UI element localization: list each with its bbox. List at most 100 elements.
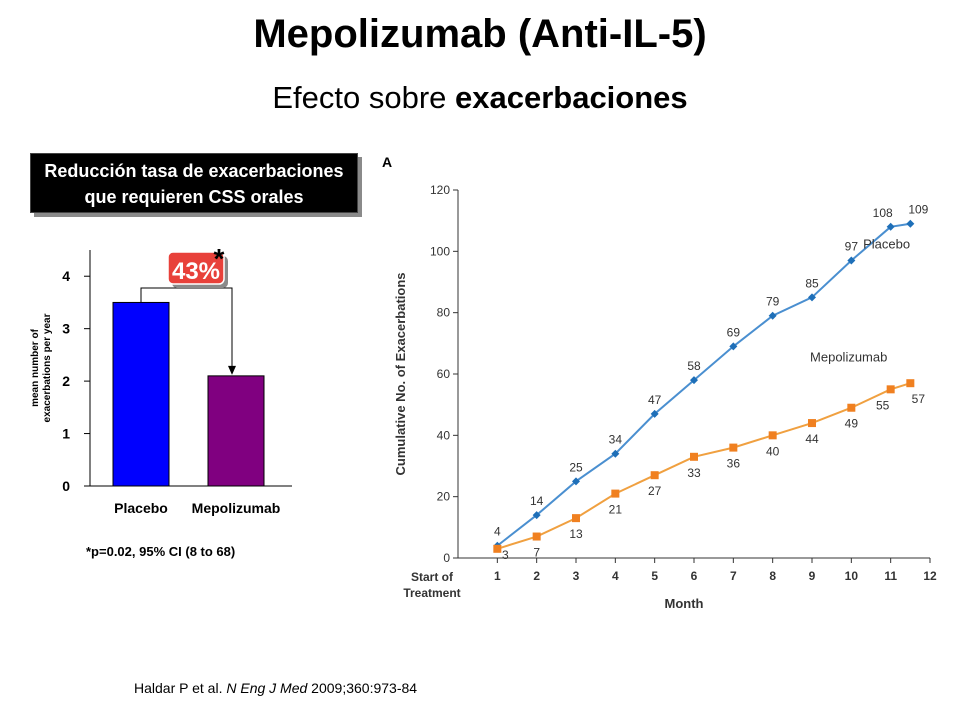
- placebo-point-label: 58: [687, 359, 701, 373]
- line-y-tick-label: 100: [430, 244, 450, 258]
- placebo-point-label: 79: [766, 295, 780, 309]
- placebo-point: [690, 376, 698, 385]
- slide-title: Mepolizumab (Anti-IL-5): [253, 12, 707, 56]
- bracket-arrowhead: [228, 365, 236, 375]
- placebo-point-label: 108: [873, 206, 893, 220]
- mepolizumab-point: [572, 514, 580, 523]
- mepolizumab-point-label: 21: [609, 503, 623, 517]
- line-x-tick-label: 6: [691, 569, 698, 583]
- line-x-tick-label: 2: [533, 569, 540, 583]
- placebo-point: [847, 256, 856, 265]
- reference-citation: Haldar P et al. N Eng J Med 2009;360:973…: [134, 680, 417, 696]
- mepolizumab-point-label: 36: [727, 457, 741, 471]
- bar-y-tick-label: 1: [62, 426, 70, 442]
- placebo-point: [768, 311, 777, 320]
- mepolizumab-point: [886, 385, 895, 394]
- ref-authors: Haldar P et al.: [134, 680, 227, 696]
- bar-y-tick-label: 3: [62, 321, 70, 337]
- slide-subtitle: Efecto sobre exacerbaciones: [0, 80, 960, 116]
- callout-line-1: Reducción tasa de exacerbaciones: [44, 161, 344, 181]
- mepolizumab-point: [847, 403, 856, 412]
- line-x-axis-label: Month: [665, 596, 704, 611]
- bar-y-tick-label: 0: [62, 478, 70, 494]
- subtitle-bold: exacerbaciones: [455, 80, 688, 115]
- panel-label: A: [382, 154, 392, 170]
- mepolizumab-point-label: 40: [766, 444, 780, 458]
- mepolizumab-point-label: 13: [569, 527, 583, 541]
- placebo-point-label: 4: [494, 525, 501, 539]
- bar-category-label: Placebo: [114, 500, 168, 516]
- bar-category-label: Mepolizumab: [192, 500, 281, 516]
- mepolizumab-point-label: 55: [876, 398, 890, 412]
- significance-note: *p=0.02, 95% CI (8 to 68): [86, 544, 236, 559]
- mepolizumab-point: [611, 489, 620, 498]
- placebo-point-label: 97: [845, 240, 859, 254]
- mepolizumab-point-label: 3: [502, 548, 509, 562]
- line-y-tick-label: 120: [430, 183, 450, 197]
- ref-journal: N Eng J Med: [226, 680, 308, 696]
- placebo-point: [808, 293, 816, 302]
- legend-placebo-label: Placebo: [863, 236, 910, 251]
- line-y-tick-label: 40: [437, 428, 451, 442]
- series-line-mepolizumab: [497, 382, 911, 550]
- placebo-point: [906, 219, 915, 228]
- line-y-tick-label: 80: [437, 306, 451, 320]
- x-start-label-line2: Treatment: [403, 586, 460, 600]
- placebo-point-label: 47: [648, 393, 662, 407]
- significance-star: *: [214, 243, 225, 274]
- mepolizumab-point-label: 7: [533, 546, 540, 560]
- line-y-tick-label: 0: [443, 551, 450, 565]
- placebo-point: [729, 342, 738, 351]
- mepolizumab-point: [729, 443, 738, 452]
- placebo-point: [572, 477, 580, 486]
- line-x-tick-label: 12: [923, 569, 937, 583]
- line-y-tick-label: 60: [437, 367, 451, 381]
- line-y-axis-label: Cumulative No. of Exacerbations: [393, 273, 408, 476]
- line-y-tick-label: 20: [437, 490, 451, 504]
- line-x-tick-label: 4: [612, 569, 619, 583]
- line-x-tick-label: 1: [494, 569, 501, 583]
- line-x-tick-label: 8: [769, 569, 776, 583]
- bar-y-tick-label: 4: [62, 268, 70, 284]
- placebo-point: [886, 222, 895, 231]
- placebo-point-label: 25: [569, 460, 583, 474]
- mepolizumab-point-label: 27: [648, 484, 662, 498]
- placebo-point: [650, 409, 659, 418]
- placebo-point: [611, 449, 620, 458]
- placebo-point-label: 14: [530, 494, 544, 508]
- placebo-point-label: 109: [908, 203, 928, 217]
- reduction-callout-box: Reducción tasa de exacerbaciones que req…: [30, 153, 358, 213]
- placebo-point-label: 34: [609, 433, 623, 447]
- ref-rest: 2009;360:973-84: [307, 680, 418, 696]
- line-x-tick-label: 9: [809, 569, 816, 583]
- line-x-tick-label: 5: [651, 569, 658, 583]
- legend-mepolizumab-label: Mepolizumab: [810, 350, 887, 365]
- mepolizumab-point-label: 44: [805, 432, 819, 446]
- series-line-placebo: [496, 222, 911, 547]
- mepolizumab-point: [906, 379, 915, 388]
- mepolizumab-point-label: 49: [845, 417, 859, 431]
- subtitle-plain: Efecto sobre: [272, 80, 455, 115]
- mepolizumab-point: [808, 419, 816, 428]
- mepolizumab-point-label: 33: [687, 466, 701, 480]
- line-x-tick-label: 3: [573, 569, 580, 583]
- bar-mepolizumab: [207, 375, 265, 487]
- x-start-label-line1: Start of: [411, 570, 454, 584]
- line-x-tick-label: 7: [730, 569, 737, 583]
- mepolizumab-point: [532, 532, 541, 541]
- mepolizumab-point: [650, 471, 659, 480]
- placebo-point-label: 69: [727, 325, 741, 339]
- reduction-badge: [167, 251, 225, 285]
- line-x-tick-label: 10: [845, 569, 859, 583]
- line-x-tick-label: 11: [884, 569, 897, 583]
- placebo-point-label: 85: [805, 276, 819, 290]
- mepolizumab-point-label: 57: [912, 392, 926, 406]
- mepolizumab-point: [768, 431, 777, 440]
- mepolizumab-point: [690, 452, 698, 461]
- callout-line-2: que requieren CSS orales: [84, 187, 304, 207]
- mepolizumab-point: [493, 544, 502, 553]
- reduction-badge-text: 43%: [172, 258, 220, 285]
- bar-chart: 0 1 2 3 4 Placebo Mepolizumab mean number ofexa…: [30, 243, 292, 516]
- bar-y-axis-label: mean number ofexacerbations per year: [30, 313, 53, 422]
